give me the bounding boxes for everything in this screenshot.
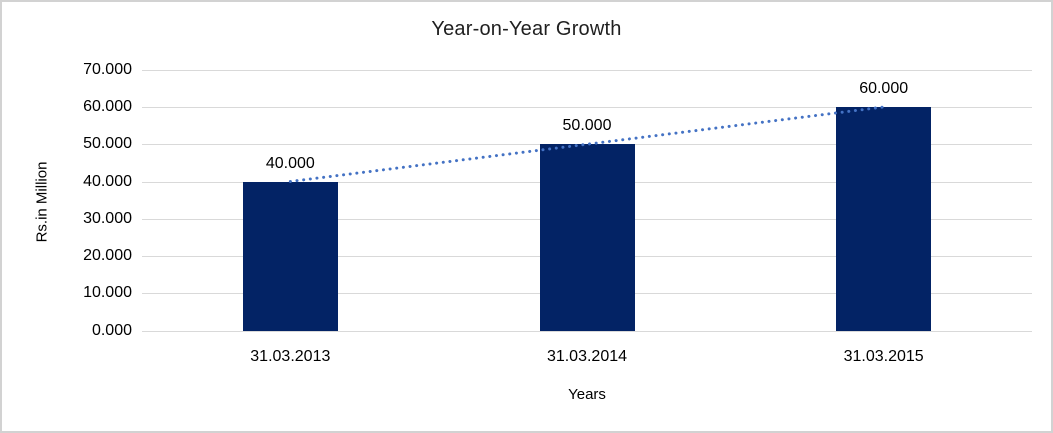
chart-title: Year-on-Year Growth <box>431 18 622 40</box>
bar-value-label: 40.000 <box>265 154 315 172</box>
y-tick-label: 10.000 <box>83 284 132 302</box>
x-category-label: 31.03.2014 <box>546 348 628 365</box>
bar <box>242 181 338 331</box>
bar-value-label: 60.000 <box>859 80 909 97</box>
y-tick-label: 30.000 <box>83 209 132 227</box>
y-tick-label: 0.000 <box>91 321 132 339</box>
y-tick-label: 70.000 <box>83 60 132 78</box>
gridline <box>142 330 1032 332</box>
x-axis-title: Years <box>568 386 606 403</box>
bar <box>539 144 635 331</box>
gridline <box>142 69 1032 71</box>
y-tick-label: 50.000 <box>83 135 132 153</box>
y-tick-label: 40.000 <box>83 172 132 190</box>
y-tick-label: 20.000 <box>83 247 132 264</box>
y-tick-label: 60.000 <box>83 98 132 115</box>
x-category-label: 31.03.2015 <box>843 348 924 365</box>
x-category-label: 31.03.2013 <box>250 348 331 365</box>
bar <box>836 107 932 331</box>
bar-value-label: 50.000 <box>562 117 612 135</box>
